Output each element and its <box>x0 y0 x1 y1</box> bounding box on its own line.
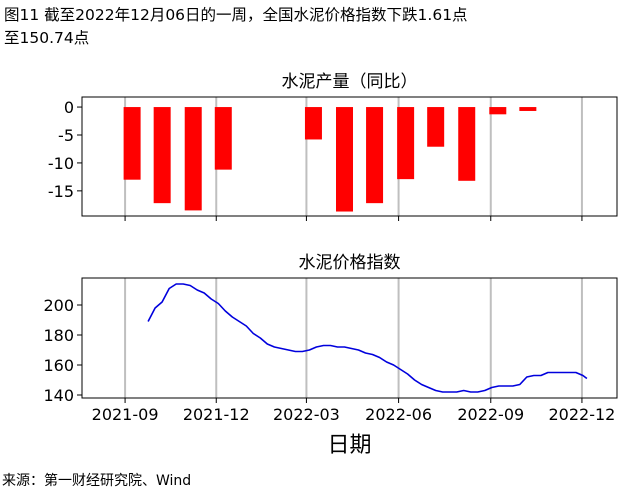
figure-title-line2: 至150.74点 <box>4 29 90 47</box>
source-note: 来源：第一财经研究院、Wind <box>2 473 192 489</box>
panel-frame <box>81 96 618 217</box>
bar <box>123 107 141 180</box>
y-tick-label: 160 <box>43 356 74 375</box>
bar <box>184 107 202 211</box>
x-tick-label: 2022-09 <box>457 405 524 424</box>
bar <box>304 107 322 140</box>
bar <box>519 107 537 111</box>
bar <box>366 107 384 204</box>
x-tick-label: 2022-03 <box>273 405 340 424</box>
panel-title: 水泥价格指数 <box>299 253 401 273</box>
y-tick-label: -5 <box>58 126 74 145</box>
bar <box>489 107 507 115</box>
y-tick-label: -15 <box>48 182 74 201</box>
bar <box>336 107 354 212</box>
bar <box>427 107 445 147</box>
panel-title: 水泥产量（同比） <box>282 72 418 92</box>
bar-panel: 水泥产量（同比） 0 -5 -10 -15 <box>48 72 618 221</box>
x-axis-label: 日期 <box>327 433 371 458</box>
panel-frame <box>81 277 618 399</box>
figure-title-line1: 图11 截至2022年12月06日的一周，全国水泥价格指数下跌1.61点 <box>4 6 468 24</box>
x-tick-label: 2021-09 <box>92 405 159 424</box>
x-tick-label: 2021-12 <box>183 405 250 424</box>
y-tick-label: 140 <box>43 386 74 405</box>
x-tick-label: 2022-06 <box>365 405 432 424</box>
y-tick-label: 180 <box>43 326 74 345</box>
bar <box>214 107 232 170</box>
y-tick-label: 200 <box>43 296 74 315</box>
figure-title: 图11 截至2022年12月06日的一周，全国水泥价格指数下跌1.61点 至15… <box>4 4 636 50</box>
series-line <box>147 283 588 393</box>
x-tick-label: 2022-12 <box>549 405 616 424</box>
bar <box>153 107 171 204</box>
y-tick-label: -10 <box>48 154 74 173</box>
line-panel: 水泥价格指数 140 160 180 200 2021-09 2021-12 2022-03 2… <box>43 253 618 458</box>
bar <box>458 107 476 181</box>
y-tick-label: 0 <box>64 98 74 117</box>
bar <box>397 107 415 180</box>
